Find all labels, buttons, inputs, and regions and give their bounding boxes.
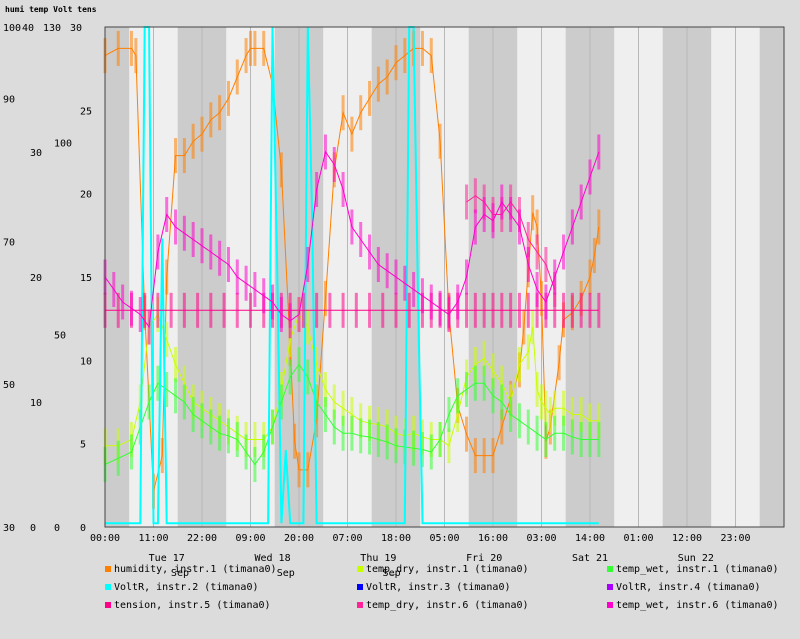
x-month-label: Sep	[383, 568, 401, 579]
y-axis-labels: 1009070503040302010013010050030252015105…	[3, 23, 92, 534]
series-3	[105, 26, 599, 525]
time-band	[371, 27, 396, 527]
series-8	[103, 134, 601, 345]
x-tick-label: 05:00	[429, 533, 459, 544]
x-tick-label: 00:00	[90, 533, 120, 544]
time-band	[590, 27, 615, 527]
x-tick-label: 14:00	[575, 533, 605, 544]
x-tick-label: 07:00	[332, 533, 362, 544]
legend-label: VoltR, instr.4 (timana0)	[616, 582, 761, 593]
y-tick-humi: 50	[3, 380, 15, 391]
time-band	[735, 27, 760, 527]
x-day-label: Sun 22	[678, 553, 714, 564]
time-band	[202, 27, 227, 527]
legend-swatch	[607, 566, 613, 572]
y-tick-volt: 100	[54, 138, 72, 149]
legend-swatch	[607, 602, 613, 608]
x-tick-label: 09:00	[235, 533, 265, 544]
legend-swatch	[105, 566, 111, 572]
series-2	[103, 347, 601, 482]
time-band	[638, 27, 663, 527]
x-day-label: Fri 20	[466, 553, 502, 564]
y-tick-volt: 50	[54, 331, 66, 342]
series-line	[104, 363, 599, 466]
y-tick-volt: 0	[54, 523, 60, 534]
y-tick-humi: 70	[3, 237, 15, 248]
time-band	[299, 27, 324, 527]
y-tick-tens: 20	[80, 190, 92, 201]
y-tick-temp: 40	[22, 23, 34, 34]
legend-swatch	[607, 584, 613, 590]
x-day-label: Wed 18	[254, 553, 290, 564]
x-tick-label: 12:00	[672, 533, 702, 544]
x-tick-label: 16:00	[478, 533, 508, 544]
time-band	[177, 27, 202, 527]
legend-label: tension, instr.5 (timana0)	[114, 600, 271, 611]
x-tick-label: 23:00	[720, 533, 750, 544]
legend-label: temp_wet, instr.1 (timana0)	[616, 564, 779, 575]
x-tick-label: 20:00	[284, 533, 314, 544]
legend-swatch	[105, 584, 111, 590]
series-line	[104, 150, 600, 329]
x-month-label: Sep	[277, 568, 295, 579]
x-tick-label: 22:00	[187, 533, 217, 544]
legend-label: VoltR, instr.2 (timana0)	[114, 582, 259, 593]
x-tick-label: 03:00	[526, 533, 556, 544]
y-tick-tens: 5	[80, 440, 86, 451]
legend-label: temp_dry, instr.1 (timana0)	[366, 564, 529, 575]
y-tick-humi: 100	[3, 23, 21, 34]
time-band	[759, 27, 784, 527]
y-tick-humi: 30	[3, 523, 15, 534]
y-tick-tens: 30	[70, 23, 82, 34]
y-tick-temp: 20	[30, 273, 42, 284]
series-line	[104, 47, 600, 492]
legend-swatch	[357, 584, 363, 590]
y-tick-temp: 10	[30, 398, 42, 409]
y-tick-tens: 0	[80, 523, 86, 534]
time-band	[711, 27, 736, 527]
x-tick-label: 11:00	[138, 533, 168, 544]
time-band	[468, 27, 493, 527]
y-tick-humi: 90	[3, 94, 15, 105]
y-tick-tens: 10	[80, 356, 92, 367]
y-tick-tens: 15	[80, 273, 92, 284]
legend: humidity, instr.1 (timana0) temp_dry, ins…	[105, 564, 779, 611]
legend-label: humidity, instr.1 (timana0)	[114, 564, 277, 575]
y-tick-temp: 30	[30, 148, 42, 159]
time-band	[565, 27, 590, 527]
x-axis-labels: 00:00 11:00 22:00 09:00 20:00 07:00 18:00 05:00…	[90, 533, 751, 579]
series-layer	[103, 26, 601, 525]
legend-swatch	[357, 566, 363, 572]
time-band	[687, 27, 712, 527]
chart-title: humi temp Volt tens	[5, 4, 97, 14]
time-band	[662, 27, 687, 527]
x-tick-label: 01:00	[623, 533, 653, 544]
legend-label: VoltR, instr.3 (timana0)	[366, 582, 511, 593]
y-tick-tens: 25	[80, 106, 92, 117]
y-tick-temp: 0	[30, 523, 36, 534]
x-day-label: Thu 19	[360, 553, 396, 564]
x-month-label: Sep	[171, 568, 189, 579]
x-tick-label: 18:00	[381, 533, 411, 544]
x-day-label: Sat 21	[572, 553, 608, 564]
legend-swatch	[105, 602, 111, 608]
y-tick-volt: 130	[43, 23, 61, 34]
legend-label: temp_wet, instr.6 (timana0)	[616, 600, 779, 611]
x-day-label: Tue 17	[149, 553, 185, 564]
plot-frame	[104, 26, 785, 528]
series-line	[105, 26, 599, 525]
time-band	[614, 27, 639, 527]
legend-swatch	[357, 602, 363, 608]
legend-label: temp_dry, instr.6 (timana0)	[366, 600, 529, 611]
time-band	[493, 27, 518, 527]
